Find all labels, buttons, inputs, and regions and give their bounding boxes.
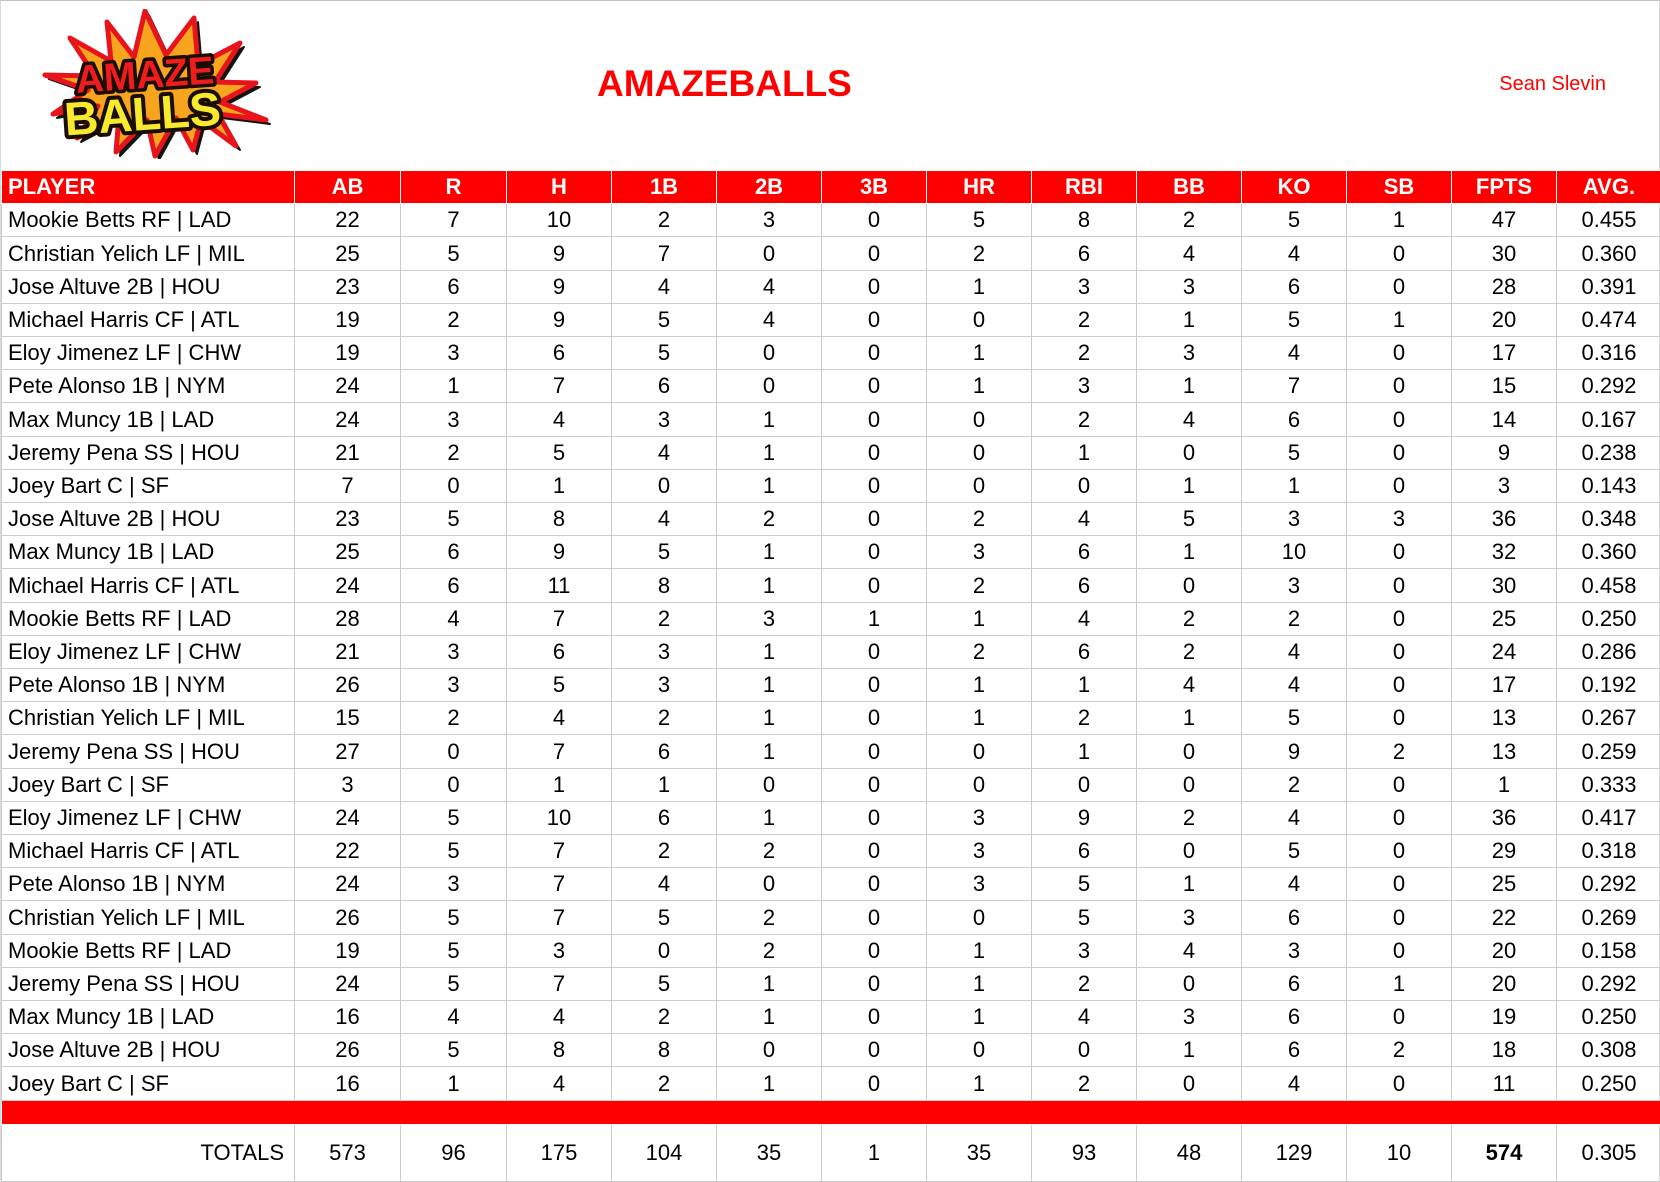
svg-text:BALLS: BALLS	[62, 82, 222, 146]
